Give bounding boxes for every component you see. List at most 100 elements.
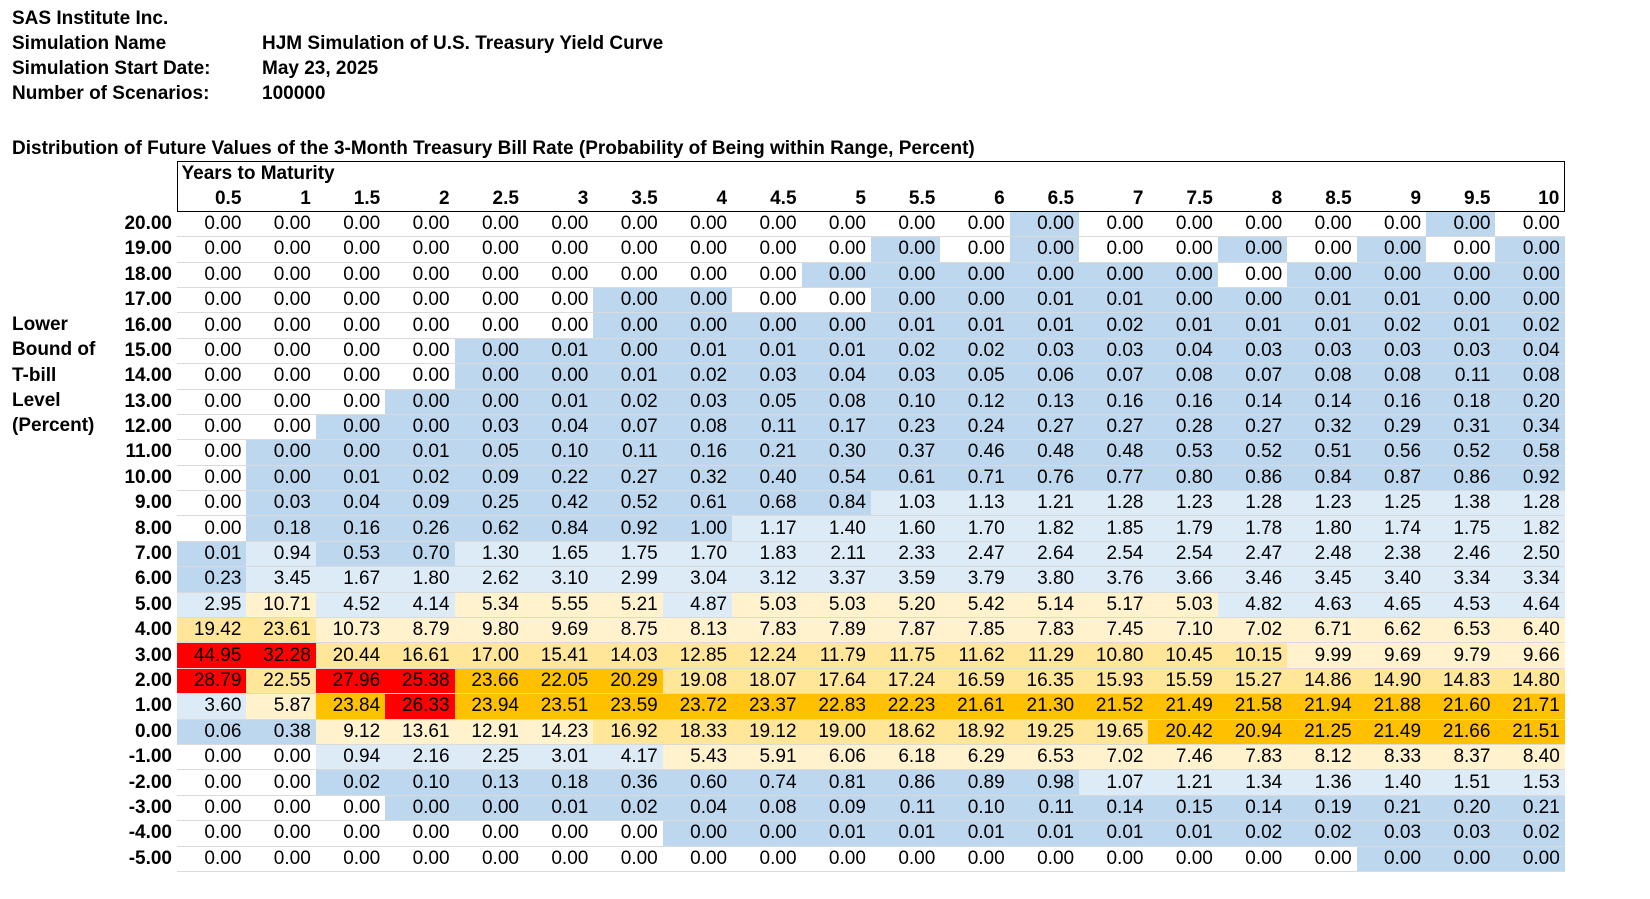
probability-cell: 0.00: [315, 211, 386, 238]
probability-cell: 3.10: [523, 566, 594, 593]
probability-cell: 0.15: [1148, 795, 1218, 822]
probability-cell: 0.00: [593, 262, 663, 288]
empty-cell: [12, 211, 120, 236]
probability-cell: 0.84: [523, 515, 594, 542]
probability-cell: 1.23: [1148, 490, 1218, 517]
probability-cell: 0.00: [1217, 236, 1288, 263]
probability-cell: 0.01: [523, 338, 594, 365]
probability-cell: 3.12: [732, 566, 802, 593]
probability-cell: 0.27: [1009, 414, 1080, 441]
probability-cell: 0.00: [1426, 236, 1496, 263]
probability-cell: 21.61: [940, 693, 1010, 720]
empty-cell: [12, 694, 120, 719]
probability-cell: 5.87: [246, 693, 316, 720]
probability-cell: 0.01: [1079, 820, 1149, 847]
probability-cell: 21.71: [1495, 693, 1565, 720]
probability-cell: 0.00: [1009, 211, 1080, 238]
probability-cell: 0.00: [523, 363, 594, 390]
probability-cell: 9.79: [1426, 642, 1496, 669]
row-header: 10.00: [124, 466, 172, 488]
probability-cell: 0.00: [1495, 287, 1565, 314]
probability-cell: 0.00: [662, 211, 733, 238]
probability-cell: 8.79: [385, 617, 455, 644]
probability-cell: 2.62: [454, 566, 524, 593]
probability-cell: 0.00: [246, 236, 316, 263]
empty-cell: [12, 821, 120, 846]
probability-cell: 0.00: [662, 236, 733, 263]
probability-cell: 2.54: [1079, 541, 1149, 568]
probability-cell: 0.89: [940, 769, 1010, 796]
company-name: SAS Institute Inc.: [12, 8, 169, 29]
probability-cell: 10.15: [1217, 642, 1288, 669]
probability-cell: 0.08: [1287, 363, 1357, 390]
probability-cell: 10.80: [1079, 642, 1149, 669]
probability-cell: 0.00: [801, 262, 871, 288]
probability-cell: 0.00: [385, 846, 455, 872]
probability-cell: 12.24: [732, 642, 802, 669]
probability-cell: 0.18: [523, 769, 594, 796]
probability-cell: 0.00: [1148, 287, 1218, 314]
probability-cell: 0.00: [177, 414, 247, 441]
probability-cell: 0.00: [593, 846, 663, 872]
probability-cell: 14.90: [1356, 668, 1427, 695]
probability-cell: 3.66: [1148, 566, 1218, 593]
probability-cell: 0.00: [732, 262, 802, 288]
probability-cell: 0.00: [523, 236, 594, 263]
probability-cell: 0.00: [1495, 236, 1565, 263]
row-axis-label: Lower: [12, 313, 68, 335]
empty-cell: [12, 541, 120, 566]
row-header: 18.00: [124, 263, 172, 285]
probability-cell: 0.01: [523, 389, 594, 415]
probability-cell: 0.00: [246, 439, 316, 466]
probability-cell: 8.37: [1426, 744, 1496, 771]
scenarios-label: Number of Scenarios:: [12, 83, 210, 104]
probability-cell: 0.04: [315, 490, 386, 517]
probability-cell: 1.82: [1495, 515, 1565, 542]
probability-cell: 7.83: [1217, 744, 1288, 771]
column-header: 2.5: [454, 186, 524, 212]
table-row: 17.00 0.00 0.00 0.00 0.00 0.00 0.00 0.00 0.00 0.0…: [12, 287, 1565, 314]
probability-cell: 0.00: [177, 515, 247, 542]
probability-cell: 3.79: [940, 566, 1010, 593]
row-header: 4.00: [135, 619, 172, 641]
probability-cell: 5.34: [454, 592, 524, 619]
probability-cell: 0.00: [385, 363, 455, 390]
probability-cell: 2.33: [870, 541, 941, 568]
probability-cell: 0.00: [246, 795, 316, 822]
probability-cell: 0.03: [662, 389, 733, 415]
table-row: -1.00 0.00 0.00 0.94 2.16 2.25 3.01 4.17 5.43 5.9…: [12, 744, 1565, 771]
table-row: 5.00 2.95 10.71 4.52 4.14 5.34 5.55 5.21 4.87 5.0…: [12, 592, 1565, 619]
probability-cell: 1.17: [732, 515, 802, 542]
probability-cell: 0.08: [1148, 363, 1218, 390]
probability-cell: 3.34: [1495, 566, 1565, 593]
probability-cell: 5.42: [940, 592, 1010, 619]
probability-cell: 0.00: [1148, 236, 1218, 263]
probability-cell: 2.38: [1356, 541, 1427, 568]
probability-cell: 0.14: [1217, 389, 1288, 415]
probability-cell: 19.08: [662, 668, 733, 695]
probability-cell: 3.45: [1287, 566, 1357, 593]
probability-cell: 0.00: [246, 414, 316, 441]
probability-cell: 0.53: [1148, 439, 1218, 466]
table-row: 19.00 0.00 0.00 0.00 0.00 0.00 0.00 0.00 0.00 0.0…: [12, 236, 1565, 263]
probability-cell: 8.12: [1287, 744, 1357, 771]
probability-cell: 0.00: [940, 236, 1010, 263]
probability-cell: 0.70: [385, 541, 455, 568]
probability-cell: 15.59: [1148, 668, 1218, 695]
probability-cell: 3.46: [1217, 566, 1288, 593]
table-row: 6.00 0.23 3.45 1.67 1.80 2.62 3.10 2.99 3.04 3.12…: [12, 566, 1565, 593]
column-header: 9: [1356, 186, 1427, 212]
probability-cell: 0.00: [246, 744, 316, 771]
table-row: -2.00 0.00 0.00 0.02 0.10 0.13 0.18 0.36 0.60 0.7…: [12, 769, 1565, 796]
probability-cell: 0.60: [662, 769, 733, 796]
probability-cell: 0.94: [246, 541, 316, 568]
probability-cell: 4.82: [1217, 592, 1288, 619]
table-row: 11.00 0.00 0.00 0.00 0.01 0.05 0.10 0.11 0.16 0.2…: [12, 439, 1565, 466]
probability-cell: 21.30: [1009, 693, 1080, 720]
probability-cell: 5.20: [870, 592, 941, 619]
probability-cell: 0.01: [523, 795, 594, 822]
probability-cell: 0.86: [1217, 465, 1288, 492]
probability-cell: 0.28: [1148, 414, 1218, 441]
probability-cell: 22.83: [801, 693, 871, 720]
probability-cell: 0.00: [385, 312, 455, 339]
